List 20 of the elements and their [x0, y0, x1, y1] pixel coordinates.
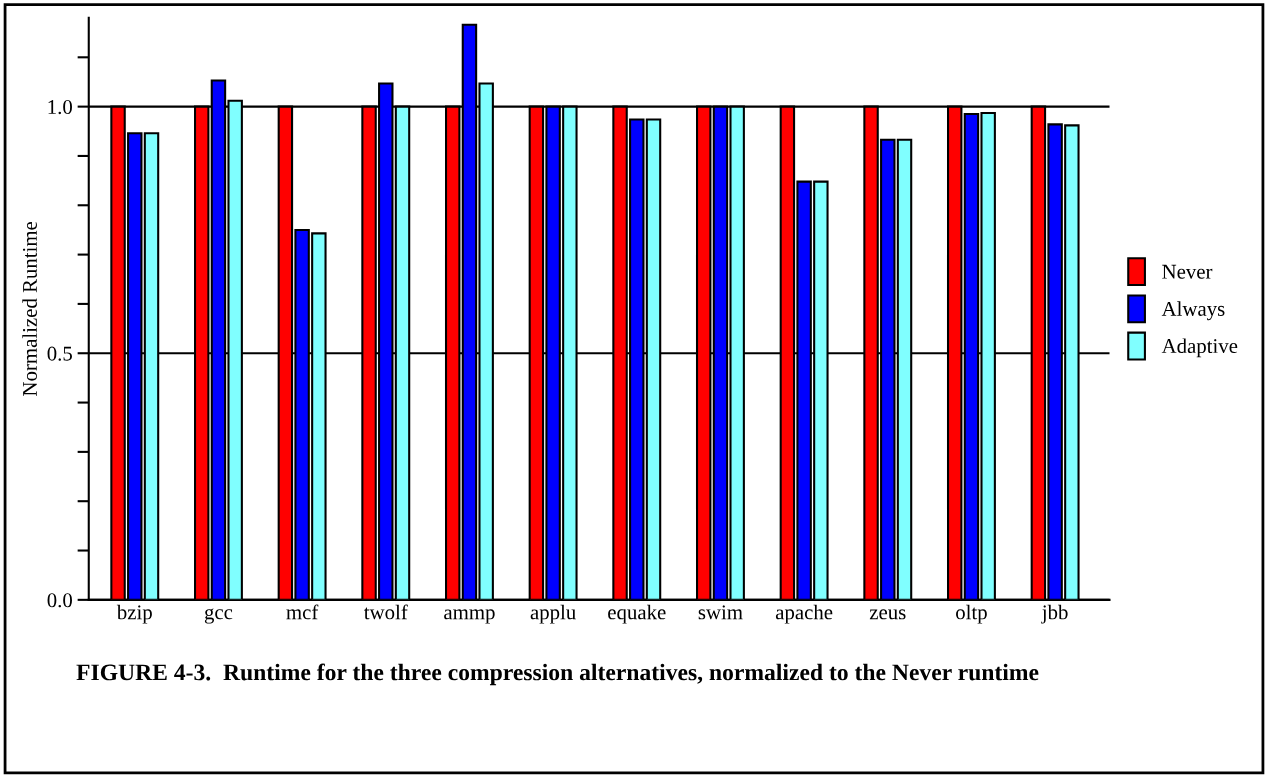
- x-tick-label: mcf: [286, 604, 319, 620]
- x-tick-label: apache: [775, 604, 833, 624]
- x-tick-label: ammp: [444, 609, 495, 624]
- legend-label: Adaptive: [1161, 338, 1238, 358]
- legend-label: Never: [1162, 264, 1213, 279]
- caption: FIGURE 4-3. Runtime for the three compression alternatives, normalized to the Never runtime: [76, 663, 1039, 686]
- x-tick-label: zeus: [869, 609, 906, 620]
- x-tick-label: jbb: [1041, 604, 1068, 624]
- y-tick-label: 1.0: [48, 100, 72, 115]
- y-axis-title: Normalized Runtime: [22, 221, 37, 396]
- x-tick-label: twolf: [364, 604, 408, 620]
- y-tick-label: 0.5: [47, 346, 72, 361]
- x-tick-label: equake: [608, 604, 666, 624]
- x-tick-label: oltp: [956, 604, 987, 624]
- legend-label: Always: [1161, 301, 1225, 321]
- x-tick-label: applu: [530, 604, 576, 624]
- y-tick-label: 0.0: [47, 593, 72, 608]
- x-tick-label: swim: [698, 605, 743, 620]
- x-tick-label: bzip: [116, 604, 152, 624]
- x-tick-label: gcc: [204, 608, 233, 624]
